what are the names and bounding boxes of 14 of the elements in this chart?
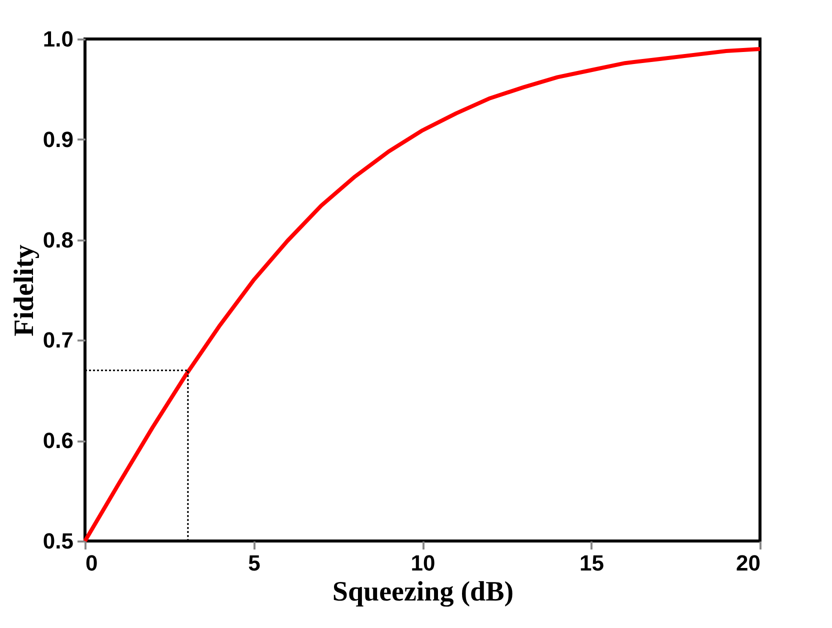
x-tick-label: 5 bbox=[248, 550, 260, 576]
x-tick-label: 15 bbox=[580, 550, 604, 576]
line-series bbox=[83, 47, 762, 543]
x-tick-label: 20 bbox=[736, 550, 760, 576]
x-axis-title: Squeezing (dB) bbox=[332, 576, 514, 608]
y-tick-label: 0.8 bbox=[42, 227, 74, 252]
x-tick-label: 10 bbox=[410, 550, 436, 576]
y-tick-label: 0.6 bbox=[42, 428, 74, 454]
y-tick-label: 0.7 bbox=[42, 328, 74, 353]
y-tick-label: 1.0 bbox=[42, 26, 74, 52]
x-tick-label: 0 bbox=[86, 550, 98, 576]
y-tick-label: 0.9 bbox=[42, 126, 74, 152]
y-tick-label: 0.5 bbox=[42, 528, 74, 554]
y-axis-title: Fidelity bbox=[8, 244, 40, 336]
